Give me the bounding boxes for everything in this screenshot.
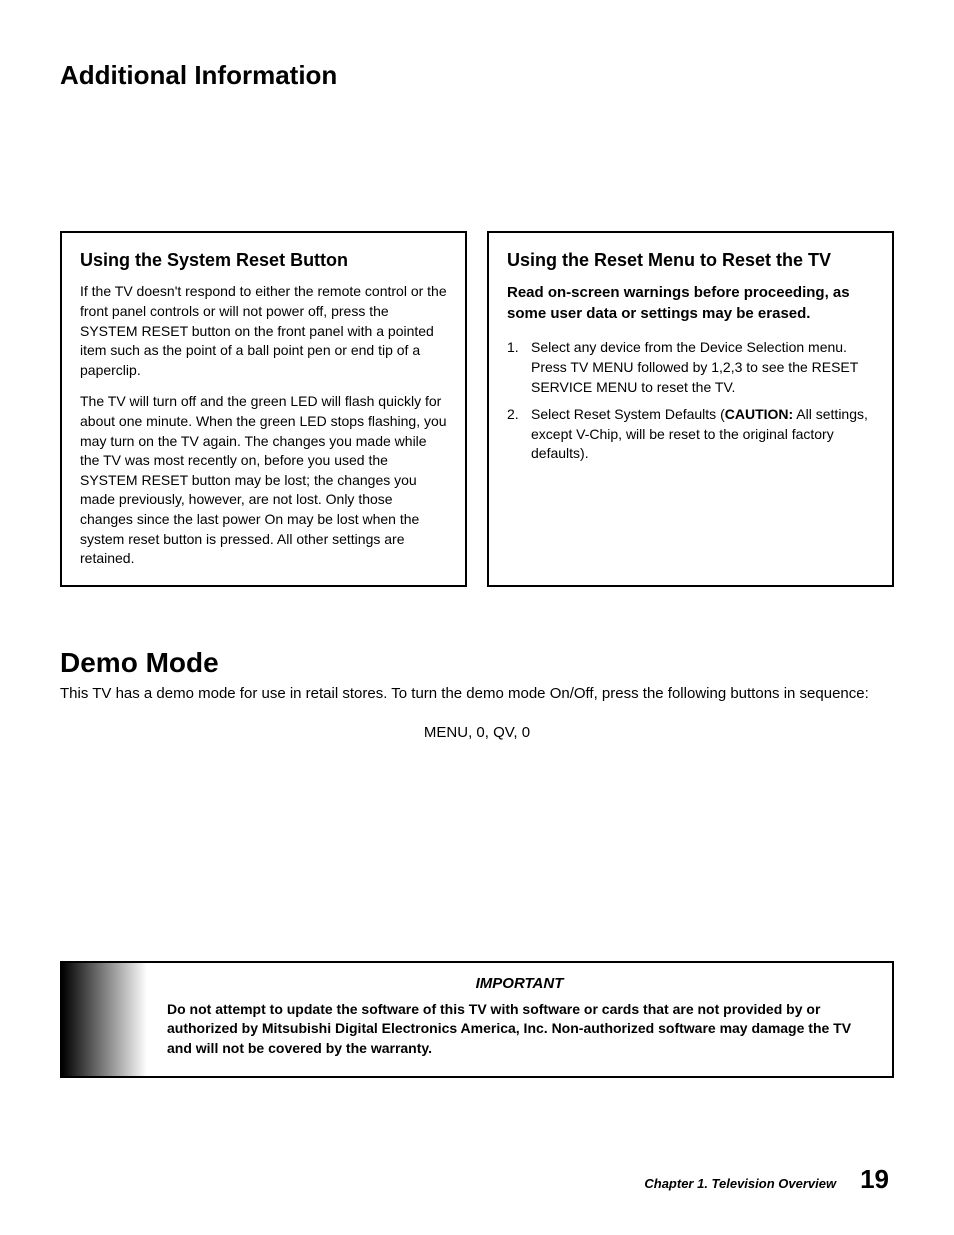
box2-list: 1. Select any device from the Device Sel… [507, 338, 874, 464]
page-title: Additional Information [60, 60, 894, 91]
item2-prefix: Select Reset System Defaults ( [531, 406, 725, 422]
demo-mode-para: This TV has a demo mode for use in retai… [60, 683, 894, 704]
list-text: Select any device from the Device Select… [531, 338, 874, 397]
important-title: IMPORTANT [167, 975, 872, 992]
chapter-label: Chapter 1. Television Overview [644, 1176, 836, 1191]
caution-label: CAUTION: [725, 406, 793, 422]
important-text: Do not attempt to update the software of… [167, 1000, 872, 1059]
demo-mode-title: Demo Mode [60, 647, 894, 679]
reset-menu-box: Using the Reset Menu to Reset the TV Rea… [487, 231, 894, 587]
box1-heading: Using the System Reset Button [80, 249, 447, 272]
box2-heading: Using the Reset Menu to Reset the TV [507, 249, 874, 272]
list-item: 2. Select Reset System Defaults (CAUTION… [507, 405, 874, 464]
list-text: Select Reset System Defaults (CAUTION: A… [531, 405, 874, 464]
box2-subheading: Read on-screen warnings before proceedin… [507, 282, 874, 324]
list-num: 1. [507, 338, 531, 397]
page-footer: Chapter 1. Television Overview 19 [644, 1164, 889, 1195]
box1-para1: If the TV doesn't respond to either the … [80, 282, 447, 380]
important-box: IMPORTANT Do not attempt to update the s… [60, 961, 894, 1079]
page-number: 19 [860, 1164, 889, 1195]
list-num: 2. [507, 405, 531, 464]
system-reset-box: Using the System Reset Button If the TV … [60, 231, 467, 587]
box1-para2: The TV will turn off and the green LED w… [80, 392, 447, 568]
gradient-strip [62, 963, 147, 1077]
demo-sequence: MENU, 0, QV, 0 [60, 724, 894, 741]
two-column-boxes: Using the System Reset Button If the TV … [60, 231, 894, 587]
list-item: 1. Select any device from the Device Sel… [507, 338, 874, 397]
